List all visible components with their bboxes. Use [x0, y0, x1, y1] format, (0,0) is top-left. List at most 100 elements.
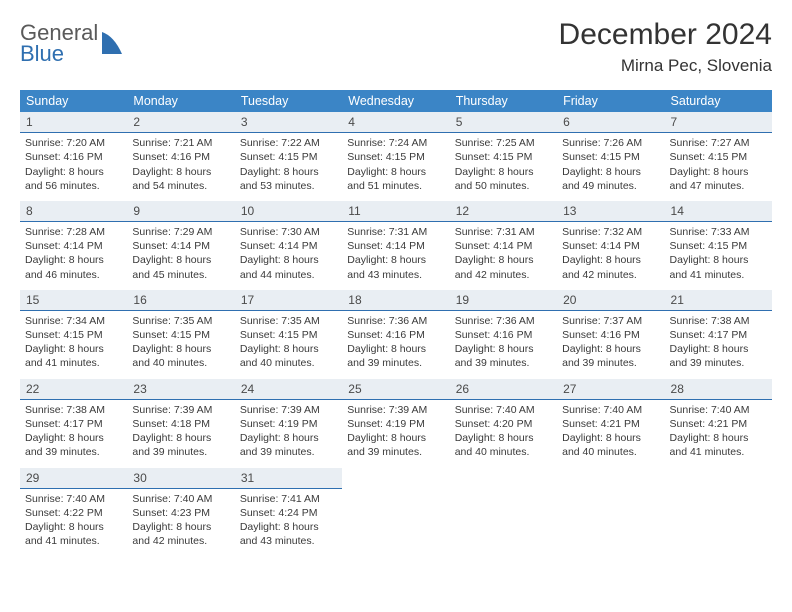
sunrise-line: Sunrise: 7:27 AM	[670, 136, 767, 150]
day-number: 25	[342, 379, 449, 400]
sunrise-line: Sunrise: 7:22 AM	[240, 136, 337, 150]
day-number: 8	[20, 201, 127, 222]
day-number: 1	[20, 112, 127, 133]
sunrise-line: Sunrise: 7:40 AM	[670, 403, 767, 417]
sunrise-line: Sunrise: 7:26 AM	[562, 136, 659, 150]
day-cell: Sunrise: 7:38 AMSunset: 4:17 PMDaylight:…	[20, 399, 127, 467]
sunset-line: Sunset: 4:19 PM	[347, 417, 444, 431]
daylight-line-2: and 40 minutes.	[240, 356, 337, 370]
daylight-line-2: and 39 minutes.	[455, 356, 552, 370]
sunrise-line: Sunrise: 7:33 AM	[670, 225, 767, 239]
sunrise-line: Sunrise: 7:32 AM	[562, 225, 659, 239]
daylight-line-2: and 53 minutes.	[240, 179, 337, 193]
day-number: 18	[342, 290, 449, 311]
day-number: 14	[665, 201, 772, 222]
sunset-line: Sunset: 4:15 PM	[240, 328, 337, 342]
day-number: 17	[235, 290, 342, 311]
daylight-line-2: and 45 minutes.	[132, 268, 229, 282]
daylight-line-2: and 42 minutes.	[455, 268, 552, 282]
day-number: 22	[20, 379, 127, 400]
sunset-line: Sunset: 4:14 PM	[132, 239, 229, 253]
day-number: 13	[557, 201, 664, 222]
day-cell: Sunrise: 7:35 AMSunset: 4:15 PMDaylight:…	[235, 310, 342, 378]
col-saturday: Saturday	[665, 90, 772, 112]
sunset-line: Sunset: 4:15 PM	[562, 150, 659, 164]
daylight-line-2: and 39 minutes.	[132, 445, 229, 459]
daylight-line-1: Daylight: 8 hours	[562, 342, 659, 356]
day-number-row: 1234567	[20, 112, 772, 133]
sunset-line: Sunset: 4:21 PM	[562, 417, 659, 431]
day-cell: Sunrise: 7:36 AMSunset: 4:16 PMDaylight:…	[450, 310, 557, 378]
sunset-line: Sunset: 4:15 PM	[240, 150, 337, 164]
sunrise-line: Sunrise: 7:36 AM	[347, 314, 444, 328]
day-cell: Sunrise: 7:25 AMSunset: 4:15 PMDaylight:…	[450, 133, 557, 201]
day-number: 26	[450, 379, 557, 400]
sunrise-line: Sunrise: 7:31 AM	[347, 225, 444, 239]
day-number: 15	[20, 290, 127, 311]
day-cell: Sunrise: 7:39 AMSunset: 4:18 PMDaylight:…	[127, 399, 234, 467]
daylight-line-2: and 56 minutes.	[25, 179, 122, 193]
day-number-row: 891011121314	[20, 201, 772, 222]
daylight-line-1: Daylight: 8 hours	[25, 342, 122, 356]
day-cell: Sunrise: 7:21 AMSunset: 4:16 PMDaylight:…	[127, 133, 234, 201]
sunset-line: Sunset: 4:15 PM	[347, 150, 444, 164]
col-friday: Friday	[557, 90, 664, 112]
daylight-line-2: and 47 minutes.	[670, 179, 767, 193]
day-cell: Sunrise: 7:27 AMSunset: 4:15 PMDaylight:…	[665, 133, 772, 201]
daylight-line-1: Daylight: 8 hours	[25, 253, 122, 267]
daylight-line-1: Daylight: 8 hours	[670, 431, 767, 445]
day-cell: Sunrise: 7:40 AMSunset: 4:22 PMDaylight:…	[20, 488, 127, 556]
day-number: 9	[127, 201, 234, 222]
day-content-row: Sunrise: 7:34 AMSunset: 4:15 PMDaylight:…	[20, 310, 772, 378]
col-wednesday: Wednesday	[342, 90, 449, 112]
day-number: 21	[665, 290, 772, 311]
sunset-line: Sunset: 4:21 PM	[670, 417, 767, 431]
day-number: 3	[235, 112, 342, 133]
day-number: 19	[450, 290, 557, 311]
sunset-line: Sunset: 4:14 PM	[562, 239, 659, 253]
sunrise-line: Sunrise: 7:39 AM	[132, 403, 229, 417]
sunset-line: Sunset: 4:15 PM	[455, 150, 552, 164]
day-number	[665, 468, 772, 489]
sunset-line: Sunset: 4:18 PM	[132, 417, 229, 431]
daylight-line-1: Daylight: 8 hours	[132, 342, 229, 356]
sunrise-line: Sunrise: 7:31 AM	[455, 225, 552, 239]
daylight-line-1: Daylight: 8 hours	[455, 253, 552, 267]
sunset-line: Sunset: 4:15 PM	[670, 239, 767, 253]
sunset-line: Sunset: 4:16 PM	[455, 328, 552, 342]
day-cell: Sunrise: 7:37 AMSunset: 4:16 PMDaylight:…	[557, 310, 664, 378]
daylight-line-2: and 39 minutes.	[25, 445, 122, 459]
sunrise-line: Sunrise: 7:28 AM	[25, 225, 122, 239]
day-content-row: Sunrise: 7:40 AMSunset: 4:22 PMDaylight:…	[20, 488, 772, 556]
day-cell: Sunrise: 7:41 AMSunset: 4:24 PMDaylight:…	[235, 488, 342, 556]
day-number: 28	[665, 379, 772, 400]
day-number-row: 22232425262728	[20, 379, 772, 400]
day-cell: Sunrise: 7:38 AMSunset: 4:17 PMDaylight:…	[665, 310, 772, 378]
title-block: December 2024 Mirna Pec, Slovenia	[559, 18, 772, 76]
daylight-line-1: Daylight: 8 hours	[25, 431, 122, 445]
daylight-line-1: Daylight: 8 hours	[132, 520, 229, 534]
sunset-line: Sunset: 4:14 PM	[347, 239, 444, 253]
sunrise-line: Sunrise: 7:39 AM	[347, 403, 444, 417]
sunrise-line: Sunrise: 7:38 AM	[670, 314, 767, 328]
daylight-line-1: Daylight: 8 hours	[670, 342, 767, 356]
daylight-line-2: and 42 minutes.	[562, 268, 659, 282]
title-month: December 2024	[559, 18, 772, 52]
daylight-line-2: and 41 minutes.	[25, 356, 122, 370]
daylight-line-2: and 40 minutes.	[132, 356, 229, 370]
daylight-line-2: and 40 minutes.	[562, 445, 659, 459]
day-cell: Sunrise: 7:39 AMSunset: 4:19 PMDaylight:…	[342, 399, 449, 467]
day-number: 12	[450, 201, 557, 222]
day-number	[342, 468, 449, 489]
daylight-line-2: and 41 minutes.	[670, 268, 767, 282]
daylight-line-1: Daylight: 8 hours	[132, 253, 229, 267]
daylight-line-2: and 50 minutes.	[455, 179, 552, 193]
sunrise-line: Sunrise: 7:36 AM	[455, 314, 552, 328]
sunrise-line: Sunrise: 7:30 AM	[240, 225, 337, 239]
page-header: General Blue December 2024 Mirna Pec, Sl…	[20, 18, 772, 76]
sunset-line: Sunset: 4:17 PM	[670, 328, 767, 342]
daylight-line-1: Daylight: 8 hours	[240, 165, 337, 179]
day-number-row: 293031	[20, 468, 772, 489]
sunrise-line: Sunrise: 7:24 AM	[347, 136, 444, 150]
day-cell: Sunrise: 7:34 AMSunset: 4:15 PMDaylight:…	[20, 310, 127, 378]
